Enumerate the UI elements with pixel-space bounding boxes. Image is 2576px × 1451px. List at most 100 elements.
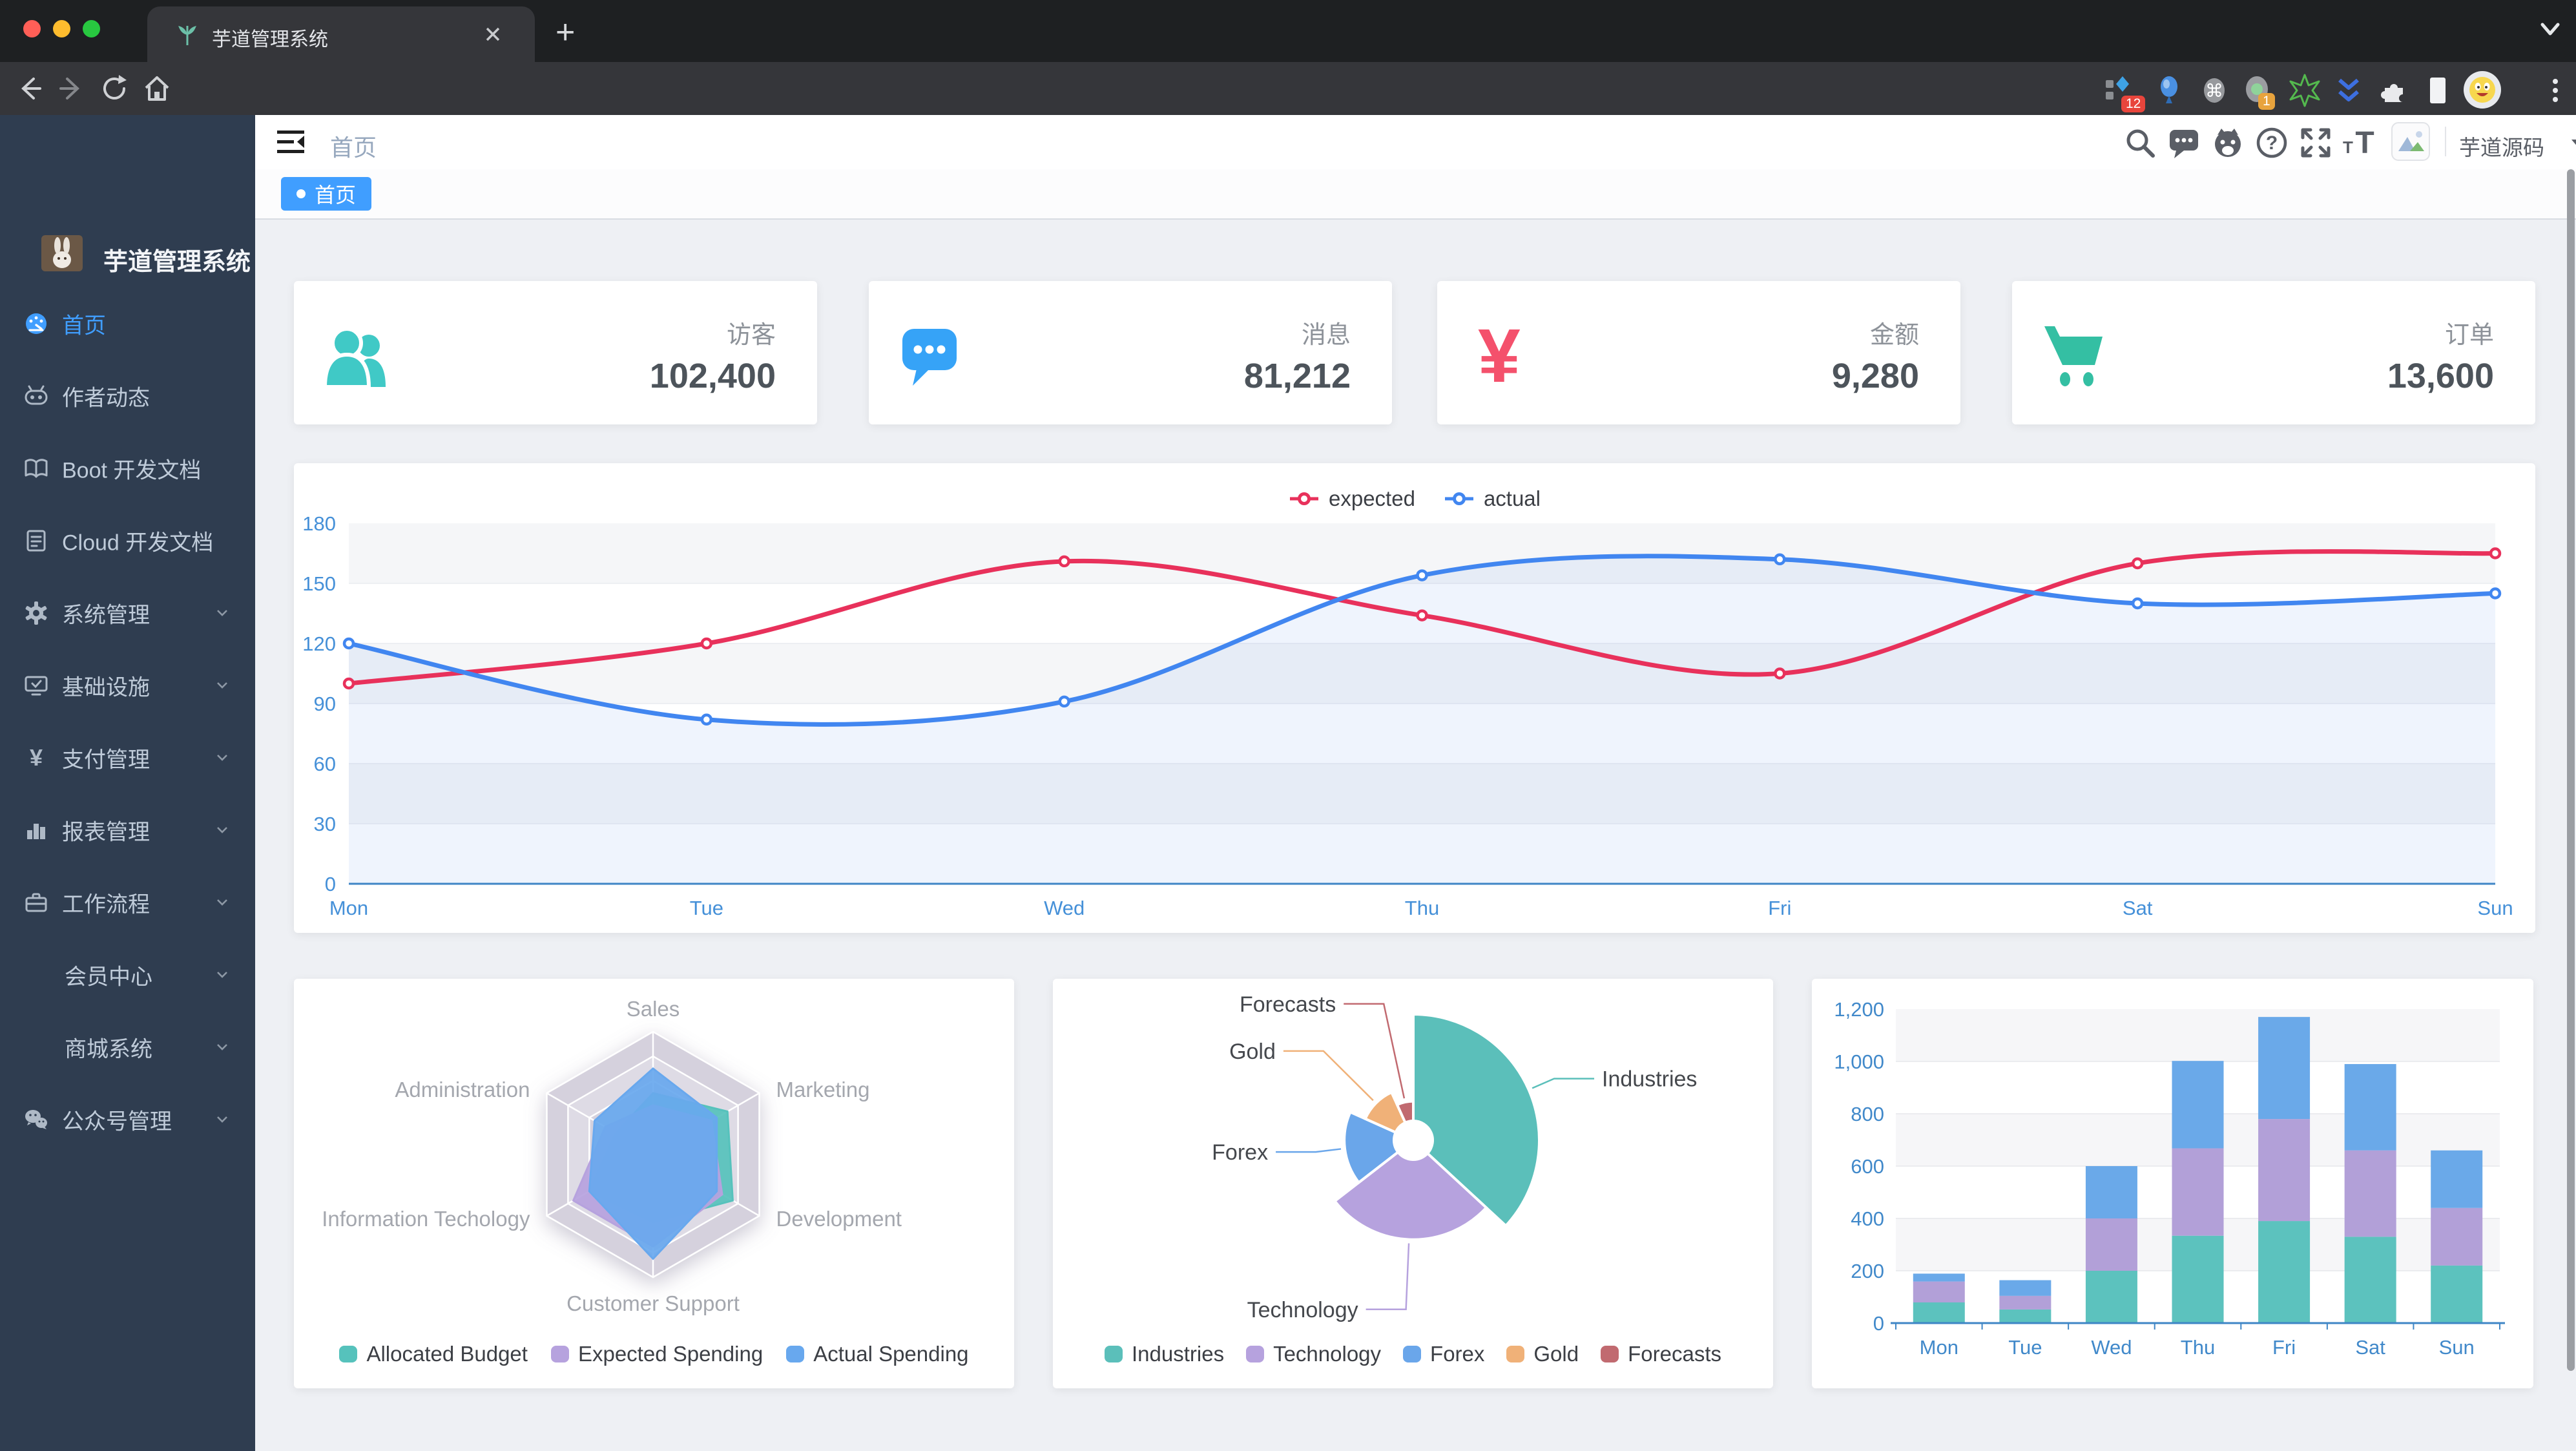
- legend-item-actual-spending[interactable]: Actual Spending: [786, 1342, 969, 1366]
- extension-grid-diamond-icon[interactable]: [2101, 72, 2137, 109]
- stat-value: 13,600: [2387, 357, 2494, 395]
- legend-item-forex[interactable]: Forex: [1403, 1342, 1484, 1366]
- tab-search-chevron-icon[interactable]: [2536, 14, 2564, 43]
- radar-chart-card: Sales Marketing Development Customer Suppor…: [294, 979, 1014, 1388]
- sidebar-item-label: 报表管理: [62, 820, 150, 845]
- stat-card-visitors[interactable]: 访客 102,400: [294, 281, 817, 424]
- stat-card-messages[interactable]: 消息 81,212: [869, 281, 1392, 424]
- svg-text:60: 60: [314, 753, 336, 775]
- zoom-window-button[interactable]: [83, 20, 100, 37]
- svg-text:Sales: Sales: [627, 997, 680, 1021]
- people-icon: [322, 327, 386, 389]
- extension-blue-chevrons-icon[interactable]: [2331, 72, 2367, 109]
- svg-text:150: 150: [302, 572, 336, 595]
- cart-icon: [2044, 326, 2103, 386]
- home-icon[interactable]: [140, 71, 174, 106]
- legend-label: Gold: [1533, 1342, 1579, 1366]
- extension-balloon-icon[interactable]: [2151, 72, 2187, 109]
- sidebar-item-system[interactable]: 系统管理: [0, 577, 255, 649]
- legend-item-gold[interactable]: Gold: [1506, 1342, 1579, 1366]
- user-caret-down-icon[interactable]: [2571, 140, 2576, 148]
- app-logo-title[interactable]: 芋道管理系统: [103, 249, 251, 276]
- extension-command-icon[interactable]: ⌘: [2196, 72, 2232, 109]
- hamburger-icon[interactable]: [277, 129, 304, 155]
- legend-item-technology[interactable]: Technology: [1246, 1342, 1381, 1366]
- svg-text:¥: ¥: [30, 745, 43, 771]
- sidebar-item-payment[interactable]: ¥ 支付管理: [0, 722, 255, 794]
- legend-item-actual[interactable]: actual: [1444, 486, 1541, 511]
- tag-home[interactable]: 首页: [281, 177, 372, 211]
- sidebar-item-label: Boot 开发文档: [62, 458, 202, 483]
- page-scrollbar[interactable]: [2567, 169, 2575, 1371]
- message-bubble-icon: [902, 329, 957, 386]
- dashboard-icon: [26, 313, 47, 334]
- user-name[interactable]: 芋道源码: [2459, 136, 2544, 160]
- github-icon[interactable]: [2210, 125, 2246, 161]
- svg-text:1,000: 1,000: [1834, 1050, 1884, 1073]
- reading-list-icon[interactable]: [2420, 72, 2456, 109]
- question-icon[interactable]: ?: [2254, 125, 2290, 161]
- wechat-icon: [25, 1110, 47, 1129]
- gear-icon: [25, 601, 47, 625]
- svg-text:Sat: Sat: [2123, 897, 2153, 919]
- legend-item-forecasts[interactable]: Forecasts: [1601, 1342, 1721, 1366]
- sidebar-item-reports[interactable]: 报表管理: [0, 794, 255, 866]
- user-avatar[interactable]: [2391, 121, 2431, 162]
- stat-label: 访客: [726, 322, 776, 349]
- legend-label: Forecasts: [1628, 1342, 1721, 1366]
- sidebar-item-label: 系统管理: [62, 603, 150, 628]
- sidebar-item-infra[interactable]: 基础设施: [0, 649, 255, 722]
- chevron-down-icon: [217, 682, 227, 689]
- sidebar-item-home[interactable]: 首页: [0, 287, 255, 360]
- sidebar-item-label: Cloud 开发文档: [62, 530, 214, 556]
- font-size-icon[interactable]: T T: [2342, 125, 2378, 161]
- reload-icon[interactable]: [97, 71, 132, 106]
- new-tab-button[interactable]: +: [556, 14, 576, 51]
- tags-view-bar: 首页: [255, 169, 2576, 220]
- sidebar-item-wechat-mp[interactable]: 公众号管理: [0, 1083, 255, 1156]
- svg-text:Tue: Tue: [2008, 1336, 2042, 1359]
- extensions-puzzle-icon[interactable]: [2374, 72, 2411, 109]
- sidebar-item-mall-system[interactable]: 商城系统: [0, 1011, 255, 1083]
- sidebar-item-cloud-docs[interactable]: Cloud 开发文档: [0, 505, 255, 577]
- svg-text:?: ?: [2266, 132, 2278, 154]
- svg-text:Mon: Mon: [1920, 1336, 1958, 1359]
- stat-card-amount[interactable]: ¥ 金额 9,280: [1437, 281, 1960, 424]
- sidebar-item-label: 公众号管理: [62, 1109, 172, 1134]
- sidebar-item-boot-docs[interactable]: Boot 开发文档: [0, 432, 255, 505]
- browser-toolbar: 不安全 dashboard.yudao.iocoder.cn /index 12: [0, 62, 2576, 170]
- minimize-window-button[interactable]: [53, 20, 70, 37]
- stat-card-orders[interactable]: 订单 13,600: [2012, 281, 2535, 424]
- forward-icon[interactable]: [54, 71, 89, 106]
- legend-item-allocated-budget[interactable]: Allocated Budget: [339, 1342, 528, 1366]
- breadcrumb[interactable]: 首页: [330, 134, 377, 161]
- svg-text:600: 600: [1851, 1155, 1884, 1178]
- message-icon[interactable]: [2166, 125, 2202, 161]
- profile-avatar[interactable]: [2462, 70, 2502, 110]
- legend-item-expected[interactable]: expected: [1289, 486, 1415, 511]
- sidebar-item-member-center[interactable]: 会员中心: [0, 939, 255, 1011]
- tab-favicon-leaf-icon: [178, 26, 196, 46]
- extension-green-star-icon[interactable]: [2287, 72, 2323, 109]
- close-window-button[interactable]: [23, 20, 41, 37]
- svg-text:Fri: Fri: [1768, 897, 1791, 919]
- legend-item-industries[interactable]: Industries: [1105, 1342, 1224, 1366]
- svg-text:Sun: Sun: [2477, 897, 2513, 919]
- sidebar-item-workflow[interactable]: 工作流程: [0, 866, 255, 939]
- fullscreen-icon[interactable]: [2298, 125, 2334, 161]
- browser-menu-dots-icon[interactable]: [2537, 72, 2573, 109]
- tab-close-icon[interactable]: [483, 25, 503, 44]
- search-icon[interactable]: [2122, 125, 2158, 161]
- svg-text:Administration: Administration: [395, 1078, 530, 1101]
- legend-item-expected-spending[interactable]: Expected Spending: [550, 1342, 763, 1366]
- browser-tab[interactable]: 芋道管理系统: [147, 6, 535, 62]
- legend-label: Forex: [1430, 1342, 1485, 1366]
- sidebar-item-author[interactable]: 作者动态: [0, 360, 255, 432]
- back-icon[interactable]: [12, 71, 47, 106]
- navbar-divider: [2445, 127, 2446, 156]
- chevron-down-icon: [217, 1116, 227, 1123]
- line-chart-canvas: 0 30 60 90 120 150 180 Mon Tue Wed Thu Fri Sat Sun: [302, 512, 2513, 919]
- legend-label: Technology: [1273, 1342, 1382, 1366]
- svg-text:800: 800: [1851, 1103, 1884, 1125]
